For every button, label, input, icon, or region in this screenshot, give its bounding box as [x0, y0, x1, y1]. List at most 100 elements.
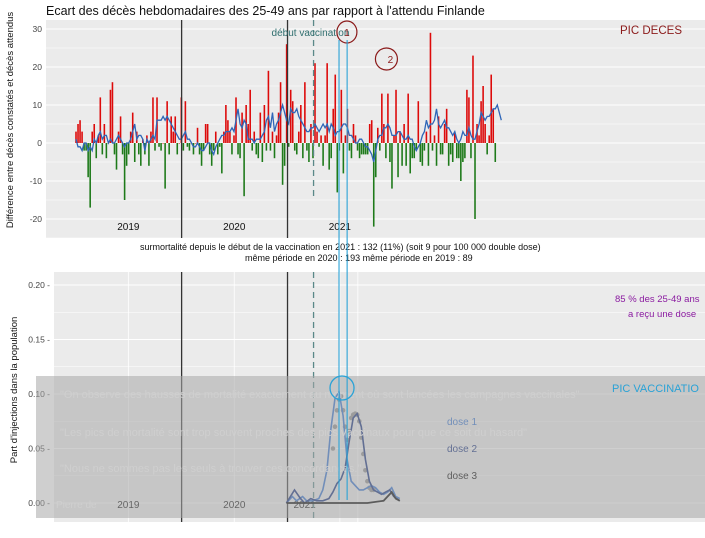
deficit-bar — [409, 143, 411, 174]
excess-bar — [490, 74, 493, 143]
deficit-bar — [192, 143, 195, 155]
excess-bar — [194, 143, 197, 144]
excess-bar — [174, 116, 177, 143]
overlay-box — [36, 376, 705, 518]
deficit-bar — [257, 143, 260, 159]
deficit-bar — [293, 143, 296, 151]
deficit-bar — [374, 143, 377, 178]
excess-bar — [370, 120, 373, 143]
excess-bar — [377, 127, 379, 143]
deficit-bar — [200, 143, 203, 166]
deficit-bar — [273, 143, 276, 159]
top-panel-axes: 30 20 10 0 -10 -20 2019 2020 2021 — [30, 20, 351, 238]
excess-bar — [119, 116, 122, 143]
deficit-bar — [148, 143, 150, 166]
top-panel-bg — [46, 20, 705, 238]
deficit-bar — [451, 143, 454, 162]
deficit-bar — [168, 143, 170, 155]
excess-bar — [131, 112, 134, 143]
deficit-bar — [411, 143, 414, 159]
pic-deces-marker-2: 2 — [388, 55, 394, 66]
deficit-bar — [219, 143, 221, 147]
excess-bar — [310, 124, 312, 143]
excess-bar — [247, 124, 249, 143]
excess-bar — [472, 55, 474, 143]
top-y-axis-label: Différence entre décès constatés et décè… — [5, 12, 16, 229]
excess-bar — [172, 131, 175, 143]
deficit-bar — [302, 143, 304, 159]
top-year-label: 2020 — [223, 222, 246, 233]
deficit-bar — [460, 143, 462, 181]
deficit-bar — [202, 143, 205, 151]
deficit-bar — [186, 143, 189, 147]
bottom-y-tick-label: 0.20 - — [28, 280, 50, 290]
deficit-bar — [123, 143, 126, 200]
stats-line-2: même période en 2020 : 193 même période … — [245, 253, 473, 263]
excess-bar — [79, 120, 81, 143]
deficit-bar — [208, 143, 211, 155]
excess-bar — [437, 116, 440, 143]
deficit-bar — [419, 143, 422, 162]
top-y-tick-label: 20 — [33, 62, 43, 72]
bottom-y-tick-label: 0.15 - — [28, 335, 50, 345]
top-y-tick-label: -10 — [30, 176, 43, 186]
excess-bar — [478, 135, 480, 143]
excess-bar — [166, 101, 168, 143]
excess-bar — [93, 124, 96, 143]
excess-bar — [117, 131, 120, 143]
deficit-bar — [287, 143, 290, 147]
deficit-bar — [379, 143, 381, 151]
deficit-bar — [216, 143, 219, 155]
excess-bar — [162, 143, 164, 144]
deficit-bar — [356, 143, 359, 151]
deficit-bar — [198, 143, 201, 155]
stats-line-1: surmortalité depuis le début de la vacci… — [140, 242, 541, 252]
excess-bar — [488, 135, 490, 143]
excess-bar — [81, 131, 83, 143]
deficit-bar — [265, 143, 268, 151]
deficit-bar — [389, 143, 391, 162]
top-year-label: 2019 — [117, 222, 140, 233]
excess-bar — [466, 89, 468, 143]
excess-bar — [399, 131, 401, 143]
deficit-bar — [182, 143, 185, 151]
excess-bar — [99, 97, 102, 143]
deficit-bar — [350, 143, 353, 159]
excess-bar — [344, 135, 347, 143]
excess-bar — [170, 116, 172, 143]
excess-bar — [267, 70, 270, 143]
deficit-bar — [261, 143, 264, 162]
deficit-bar — [470, 143, 472, 159]
deficit-bar — [160, 143, 162, 151]
quote-overlay: "On observe des hausses de mortalité exa… — [36, 376, 705, 518]
deficit-bar — [237, 143, 239, 155]
excess-bar — [75, 131, 77, 143]
excess-bar — [352, 124, 355, 143]
deficit-bar — [358, 143, 361, 159]
deficit-bar — [458, 143, 460, 159]
excess-bar — [324, 135, 326, 143]
vaccination-start-label: début vaccination — [272, 28, 350, 39]
excess-bar — [492, 108, 495, 143]
deficit-bar — [295, 143, 298, 155]
vaccination-share-line-1: 85 % des 25-49 ans — [615, 294, 700, 305]
pic-deces-marker-1: 1 — [344, 28, 350, 39]
top-y-tick-label: -20 — [30, 214, 43, 224]
top-y-tick-label: 30 — [33, 24, 43, 34]
deficit-bar — [366, 143, 369, 155]
deficit-bar — [283, 143, 286, 166]
deficit-bar — [385, 143, 387, 159]
pic-vaccination-circle — [329, 375, 355, 401]
deficit-bar — [322, 143, 324, 166]
excess-bar — [298, 131, 300, 143]
excess-bar — [314, 63, 316, 144]
excess-bar — [482, 86, 484, 143]
excess-bar — [316, 131, 318, 143]
excess-bar — [178, 143, 181, 144]
excess-bar — [77, 124, 79, 143]
excess-bar — [223, 131, 225, 143]
deficit-bar — [95, 143, 98, 159]
top-panel-bars — [75, 32, 497, 227]
deficit-bar — [140, 143, 142, 166]
excess-bar — [304, 82, 306, 143]
